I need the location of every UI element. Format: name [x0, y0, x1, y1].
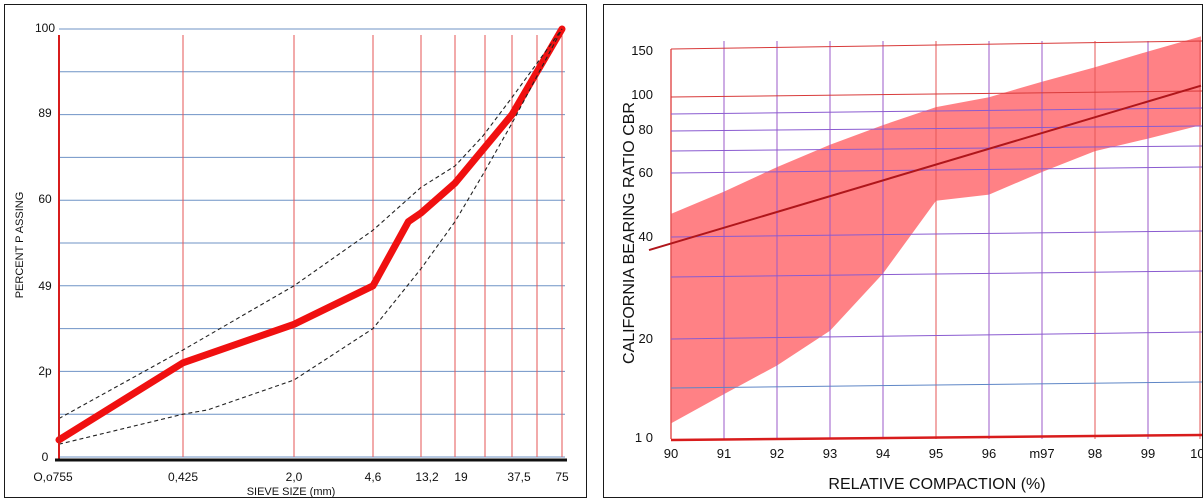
- x-tick-label: 92: [770, 446, 784, 461]
- x-tick-label: 96: [982, 446, 996, 461]
- x-tick-label: 19: [454, 470, 468, 484]
- sieve-gradation-chart: O,o755 0,425 2,0 4,6 13,2 19 37,5 75 0 2p 49 60 89 10…: [4, 4, 587, 498]
- y-tick-label: 100: [631, 87, 653, 102]
- y-tick-label: 150: [631, 43, 653, 58]
- x-axis-label: RELATIVE COMPACTION (%): [828, 476, 1045, 493]
- x-tick-label: 100: [1190, 446, 1203, 461]
- y-axis-label: PERCENT P ASSING: [14, 192, 26, 299]
- y-tick-label: 60: [639, 165, 653, 180]
- h-gridline: [670, 90, 1202, 98]
- y-axis-label: CALIFORNIA BEARING RATIO CBR: [621, 102, 638, 364]
- y-tick-label: 1 0: [635, 430, 653, 445]
- x-tick-label: 13,2: [415, 470, 439, 484]
- h-gridline: [670, 166, 1202, 174]
- y-tick-label: 2p: [38, 364, 52, 378]
- y-tick-label: 60: [38, 192, 52, 206]
- lower-limit-curve: [58, 28, 563, 445]
- x-tick-label: O,o755: [33, 470, 73, 484]
- x-tick-label: 75: [555, 470, 569, 484]
- cbr-chart-canvas: 90 91 92 93 94 95 96 m97 98 99 100 1 0 20 40 60 80 100 15…: [621, 36, 1203, 493]
- h-gridline: [670, 270, 1202, 278]
- h-gridline: [670, 331, 1202, 340]
- h-gridline: [670, 107, 1202, 115]
- x-tick-label: 4,6: [365, 470, 382, 484]
- y-tick-label: 100: [35, 21, 55, 35]
- x-tick-label: 93: [823, 446, 837, 461]
- y-tick-label: 0: [42, 450, 49, 464]
- x-tick-label: 37,5: [507, 470, 531, 484]
- sieve-chart-canvas: O,o755 0,425 2,0 4,6 13,2 19 37,5 75 0 2p 49 60 89 10…: [14, 21, 569, 498]
- x-tick-label: 91: [717, 446, 731, 461]
- y-tick-label: 20: [639, 331, 653, 346]
- x-tick-label: 95: [929, 446, 943, 461]
- x-axis-label: SIEVE SIZE (mm): [247, 486, 336, 498]
- h-gridline: [670, 381, 1202, 389]
- x-tick-label: 0,425: [168, 470, 198, 484]
- h-gridline: [670, 125, 1202, 132]
- x-tick-label: m97: [1029, 446, 1054, 461]
- x-tick-label: 94: [876, 446, 890, 461]
- x-tick-label: 2,0: [286, 470, 303, 484]
- y-tick-label: 89: [38, 106, 52, 120]
- cbr-trend-line: [648, 84, 1202, 252]
- cbr-compaction-chart: 90 91 92 93 94 95 96 m97 98 99 100 1 0 20 40 60 80 100 15…: [603, 4, 1203, 498]
- y-tick-label: 49: [38, 279, 52, 293]
- x-tick-label: 90: [664, 446, 678, 461]
- upper-limit-curve: [58, 28, 563, 419]
- h-gridline: [670, 145, 1202, 152]
- x-tick-label: 98: [1088, 446, 1102, 461]
- y-tick-label: 80: [639, 122, 653, 137]
- cbr-range-band: [671, 36, 1201, 424]
- x-axis-line: [670, 433, 1202, 442]
- h-gridline: [670, 230, 1202, 238]
- x-tick-label: 99: [1141, 446, 1155, 461]
- y-tick-label: 40: [639, 229, 653, 244]
- h-gridline: [670, 40, 1202, 50]
- gradation-curve: [55, 25, 566, 444]
